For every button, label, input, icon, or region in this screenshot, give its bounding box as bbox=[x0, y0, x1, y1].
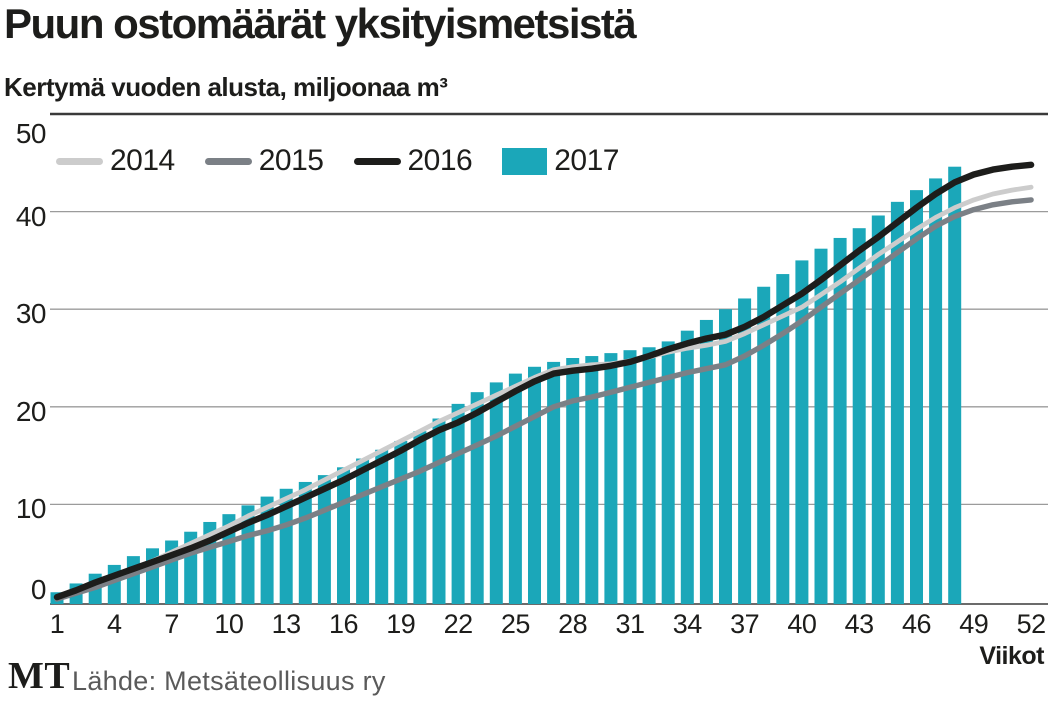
y-tick-label-0: 0 bbox=[30, 574, 47, 605]
legend-label-2015: 2015 bbox=[258, 144, 324, 177]
bar-2017-week-33 bbox=[661, 341, 675, 604]
legend-item-2016: 2016 bbox=[353, 144, 473, 178]
x-tick-label-7: 7 bbox=[164, 609, 179, 639]
bar-2017-week-5 bbox=[126, 556, 140, 604]
line-swatch-2015-icon bbox=[204, 157, 252, 165]
legend-label-2017: 2017 bbox=[554, 144, 619, 177]
x-tick-label-52: 52 bbox=[1016, 609, 1047, 639]
x-tick-label-46: 46 bbox=[901, 609, 932, 639]
x-tick-label-1: 1 bbox=[49, 609, 65, 639]
bar-2017-week-12 bbox=[260, 496, 274, 604]
bar-2017-week-24 bbox=[489, 382, 503, 604]
bar-swatch-2017-icon bbox=[502, 147, 548, 175]
mt-logo: MT bbox=[8, 655, 71, 697]
x-tick-label-10: 10 bbox=[214, 609, 244, 639]
line-2014 bbox=[54, 184, 1034, 601]
legend: 2014 2015 2016 2017 bbox=[56, 144, 619, 178]
chart-subtitle: Kertymä vuoden alusta, miljoonaa m³ bbox=[4, 72, 448, 102]
bar-2017-week-48 bbox=[948, 166, 962, 605]
y-tick-label-10: 10 bbox=[15, 493, 47, 525]
bar-2017-week-42 bbox=[833, 237, 847, 604]
x-tick-label-40: 40 bbox=[787, 609, 817, 639]
bar-2017-week-28 bbox=[566, 358, 580, 604]
bar-2017-week-15 bbox=[317, 475, 331, 604]
bar-2017-week-22 bbox=[451, 403, 465, 604]
source-text: Lähde: Metsäteollisuus ry bbox=[72, 666, 386, 696]
x-tick-label-37: 37 bbox=[730, 609, 760, 639]
bar-2017-week-20 bbox=[413, 431, 427, 604]
x-tick-label-4: 4 bbox=[107, 609, 122, 639]
y-tick-label-50: 50 bbox=[15, 118, 47, 149]
bar-2017-week-17 bbox=[356, 458, 370, 604]
bar-2017-week-29 bbox=[585, 356, 599, 604]
bar-2017-week-16 bbox=[337, 467, 350, 604]
legend-item-2015: 2015 bbox=[204, 144, 324, 178]
x-axis-title: Viikot bbox=[979, 642, 1044, 670]
bar-2017-week-38 bbox=[757, 286, 771, 604]
bar-2017-week-34 bbox=[680, 330, 694, 604]
x-tick-label-28: 28 bbox=[558, 609, 588, 639]
bar-2017-week-39 bbox=[776, 274, 790, 604]
bar-2017-week-31 bbox=[623, 350, 637, 604]
x-tick-label-22: 22 bbox=[443, 609, 474, 639]
bar-2017-week-23 bbox=[470, 392, 484, 604]
y-tick-label-30: 30 bbox=[15, 298, 47, 330]
x-tick-label-49: 49 bbox=[959, 609, 989, 639]
bar-2017-week-44 bbox=[871, 215, 885, 604]
bar-2017-week-35 bbox=[699, 319, 713, 604]
bar-2017-week-43 bbox=[852, 228, 866, 604]
bar-2017-week-18 bbox=[375, 449, 389, 604]
line-swatch-2016-icon bbox=[353, 157, 401, 165]
bar-2017-week-26 bbox=[528, 366, 541, 604]
legend-label-2014: 2014 bbox=[110, 144, 175, 177]
x-tick-label-31: 31 bbox=[615, 609, 645, 639]
legend-item-2014: 2014 bbox=[56, 144, 175, 178]
x-tick-label-25: 25 bbox=[500, 609, 531, 639]
y-tick-label-40: 40 bbox=[15, 200, 47, 232]
y-tick-label-20: 20 bbox=[15, 395, 47, 427]
bar-2017-week-40 bbox=[795, 260, 809, 604]
x-tick-label-16: 16 bbox=[328, 609, 359, 639]
bar-2017-week-41 bbox=[814, 248, 828, 605]
x-tick-label-43: 43 bbox=[844, 609, 875, 639]
bar-2017-week-36 bbox=[719, 309, 732, 604]
legend-label-2016: 2016 bbox=[407, 144, 473, 177]
line-2015 bbox=[54, 197, 1034, 602]
x-tick-label-34: 34 bbox=[672, 609, 703, 639]
bar-2017-week-27 bbox=[547, 361, 561, 604]
bar-2017-week-13 bbox=[279, 488, 293, 604]
chart-title: Puun ostomäärät yksityismetsistä bbox=[4, 0, 637, 47]
bar-2017-week-47 bbox=[929, 178, 943, 604]
bar-2017-week-11 bbox=[241, 505, 255, 604]
line-2016 bbox=[53, 161, 1035, 601]
x-tick-label-19: 19 bbox=[386, 609, 416, 639]
x-tick-label-13: 13 bbox=[271, 609, 302, 639]
bar-2017-week-21 bbox=[432, 418, 446, 604]
bar-2017-week-32 bbox=[642, 347, 656, 604]
bar-2017-week-19 bbox=[394, 440, 408, 604]
bar-2017-week-25 bbox=[508, 373, 522, 604]
legend-item-2017: 2017 bbox=[502, 144, 619, 178]
bar-2017-week-37 bbox=[738, 298, 752, 604]
bar-2017-week-30 bbox=[604, 353, 618, 604]
bar-2017-week-46 bbox=[910, 190, 923, 605]
bar-2017-week-14 bbox=[298, 481, 312, 604]
line-swatch-2014-icon bbox=[56, 157, 103, 165]
bar-2017-week-45 bbox=[890, 201, 904, 604]
